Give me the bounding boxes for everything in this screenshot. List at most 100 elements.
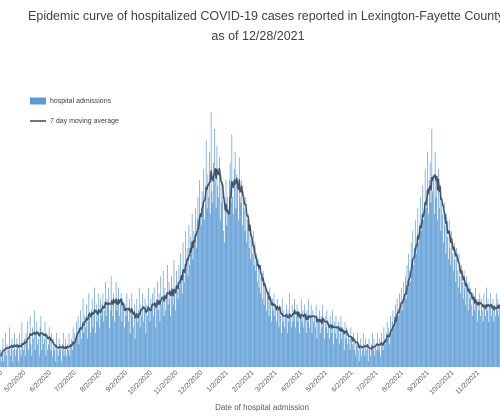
bar — [16, 338, 18, 367]
bar — [304, 304, 305, 367]
bar — [346, 327, 348, 367]
bar — [138, 310, 139, 367]
bar — [218, 197, 219, 367]
bar — [138, 287, 140, 367]
bar — [277, 310, 279, 367]
bar — [355, 355, 357, 367]
bar — [480, 316, 481, 367]
bar — [136, 299, 138, 367]
bar — [232, 197, 233, 367]
bar — [224, 242, 225, 367]
bar — [386, 321, 388, 367]
bar — [213, 163, 214, 367]
bar — [257, 282, 258, 367]
bar — [316, 338, 318, 367]
bar — [474, 310, 476, 367]
bar — [443, 242, 444, 367]
bar — [347, 344, 348, 367]
bar — [109, 310, 111, 367]
bar — [22, 344, 24, 367]
bar — [309, 327, 310, 367]
bar — [190, 236, 191, 367]
bar — [64, 350, 66, 367]
bar — [306, 310, 308, 367]
bar — [143, 310, 145, 367]
bar — [328, 338, 330, 367]
bar — [217, 185, 219, 367]
bar — [13, 350, 14, 367]
bar — [354, 338, 356, 367]
bar — [190, 253, 192, 367]
bar — [33, 310, 35, 367]
bar — [51, 333, 52, 367]
bar — [17, 344, 19, 367]
bar — [338, 321, 339, 367]
bar — [197, 197, 199, 367]
bar — [134, 338, 136, 367]
bar — [47, 350, 48, 367]
bar — [110, 276, 112, 367]
bar — [317, 316, 319, 367]
bar — [370, 355, 372, 367]
bar — [449, 248, 451, 367]
x-tick-label: 11/2/2020 — [153, 369, 180, 396]
bar — [271, 299, 273, 367]
bar — [101, 304, 103, 367]
bar — [146, 304, 148, 367]
bar — [176, 270, 177, 367]
legend-swatch — [30, 97, 46, 105]
bar — [133, 304, 135, 367]
bar — [105, 316, 107, 367]
bar — [342, 327, 343, 367]
bar — [111, 299, 113, 367]
x-tick-label: 10/2/2020 — [127, 369, 154, 396]
bar — [92, 327, 94, 367]
bar — [60, 350, 62, 367]
bar — [188, 225, 190, 367]
bar — [429, 163, 431, 367]
bar — [270, 304, 272, 367]
bar — [309, 316, 311, 367]
bar — [401, 310, 403, 367]
bar — [409, 282, 411, 367]
bar — [319, 333, 321, 367]
bar — [468, 282, 470, 367]
bar — [256, 253, 257, 367]
x-tick-label: 3/2/2021 — [254, 369, 278, 393]
bar — [207, 174, 209, 367]
bar — [164, 287, 166, 367]
bar — [1, 355, 3, 367]
bar — [344, 321, 346, 367]
bar — [68, 333, 70, 367]
bar — [148, 310, 150, 367]
x-axis-label: Date of hospital admission — [215, 403, 309, 412]
bar — [276, 299, 278, 367]
bar — [205, 140, 207, 367]
bar — [192, 259, 194, 367]
bar — [211, 191, 213, 367]
bar — [264, 282, 266, 367]
bar — [23, 350, 24, 367]
bar — [465, 304, 467, 367]
bar — [227, 197, 229, 367]
bar — [105, 282, 106, 367]
bar — [158, 293, 160, 367]
bar — [486, 287, 487, 367]
bar — [235, 208, 237, 367]
bar — [442, 214, 443, 367]
bar — [50, 350, 52, 367]
bar — [219, 219, 221, 367]
legend-label: hospital admissions — [50, 98, 112, 105]
bar — [157, 310, 159, 367]
bar — [302, 310, 304, 367]
bar — [349, 350, 351, 367]
bar — [45, 355, 47, 367]
bar — [43, 344, 44, 367]
bar — [131, 293, 133, 367]
bar — [386, 333, 387, 367]
bar — [6, 344, 8, 367]
chart-title: Epidemic curve of hospitalized COVID-19 … — [28, 9, 500, 23]
bar — [241, 180, 243, 367]
bar — [484, 304, 486, 367]
bar — [404, 293, 405, 367]
